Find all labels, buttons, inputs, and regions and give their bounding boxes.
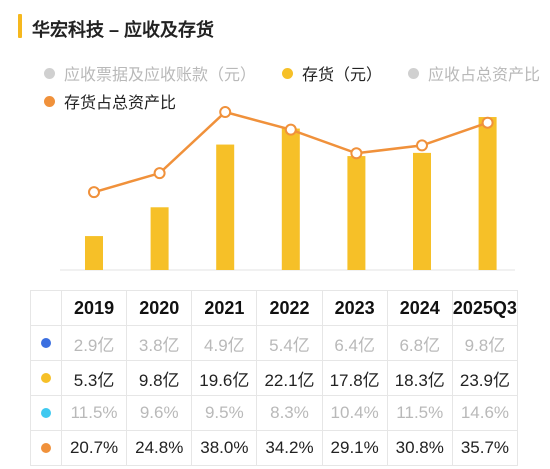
table-year-header: 2021 [191,290,258,326]
inventory-bar-2022[interactable] [281,128,300,270]
table-cell: 3.8亿 [126,325,193,361]
table-cell: 9.8亿 [126,360,193,396]
table-row-key [30,325,62,361]
table-cell: 23.9亿 [451,360,519,396]
inventory-ratio-point-2025Q3[interactable] [481,116,494,129]
table-cell: 34.2% [256,430,323,466]
table-cell: 18.3亿 [386,360,453,396]
legend-label-inventory[interactable]: 存货（元） [302,67,383,84]
table-cell: 9.5% [191,395,258,431]
table-cell: 10.4% [321,395,388,431]
inventory-bar-2024[interactable] [413,152,431,270]
inventory-ratio-point-2019[interactable] [88,186,100,199]
table-row: 11.5% 9.6% 9.5% 8.3% 10.4% 11.5% 14.6% [30,395,519,431]
table-cell: 9.6% [126,395,193,431]
data-table: 2019 2020 2021 2022 2023 2024 2025Q3 2.9亿 3.8亿 4.… [30,290,519,466]
legend-label-inventory-ratio[interactable]: 存货占总资产比 [64,95,177,112]
legend-dot-receivables [44,67,55,79]
table-cell: 5.3亿 [60,360,128,396]
table-cell: 38.0% [191,430,258,466]
series-color-dot [41,443,51,453]
inventory-bar-2019[interactable] [85,236,103,270]
table-cell: 6.8亿 [386,325,453,361]
legend-dot-receivables-ratio [408,67,420,79]
table-cell: 29.1% [321,430,388,466]
title-accent-bar [18,14,22,38]
table-row-key [30,395,62,431]
table-year-header: 2022 [256,290,323,326]
table-cell: 30.8% [386,430,453,466]
chart-title: 华宏科技 – 应收及存货 [32,20,215,40]
legend-label-receivables-ratio[interactable]: 应收占总资产比 [428,67,541,84]
table-cell: 8.3% [256,395,323,431]
table-year-header: 2025Q3 [451,290,519,326]
inventory-bar-2025Q3[interactable] [478,117,497,270]
inventory-ratio-points [88,106,494,199]
legend-dot-inventory [282,67,294,79]
inventory-ratio-point-2024[interactable] [416,139,428,152]
table-corner-cell [30,290,62,326]
inventory-ratio-point-2022[interactable] [284,123,297,136]
table-year-header: 2023 [321,290,388,326]
table-year-header: 2024 [386,290,453,326]
chart-plot-area [60,106,515,271]
table-header-row: 2019 2020 2021 2022 2023 2024 2025Q3 [30,290,519,326]
table-cell: 9.8亿 [451,325,519,361]
table-cell: 19.6亿 [191,360,258,396]
legend-row-2: 存货占总资产比 [44,89,202,113]
table-cell: 22.1亿 [256,360,323,396]
inventory-ratio-point-2021[interactable] [219,106,232,119]
series-color-dot [41,373,51,383]
table-cell: 35.7% [451,430,519,466]
table-year-header: 2019 [60,290,128,326]
table-row-key [30,430,62,466]
table-cell: 2.9亿 [60,325,128,361]
table-cell: 4.9亿 [191,325,258,361]
inventory-bar-2021[interactable] [216,144,235,270]
table-cell: 11.5% [60,395,128,431]
table-cell: 6.4亿 [321,325,388,361]
table-cell: 24.8% [126,430,193,466]
table-cell: 20.7% [60,430,128,466]
legend-label-receivables[interactable]: 应收票据及应收账款（元） [64,67,257,84]
table-cell: 5.4亿 [256,325,323,361]
table-year-header: 2020 [126,290,193,326]
table-row: 20.7% 24.8% 38.0% 34.2% 29.1% 30.8% 35.7% [30,430,519,466]
series-color-dot [41,338,51,348]
table-row: 2.9亿 3.8亿 4.9亿 5.4亿 6.4亿 6.8亿 9.8亿 [30,325,519,361]
inventory-ratio-point-2023[interactable] [350,147,363,160]
series-color-dot [41,408,51,418]
inventory-bar-2020[interactable] [150,207,169,270]
inventory-ratio-point-2020[interactable] [153,167,166,180]
table-row: 5.3亿 9.8亿 19.6亿 22.1亿 17.8亿 18.3亿 23.9亿 [30,360,519,396]
inventory-bar-2023[interactable] [347,156,366,270]
table-cell: 14.6% [451,395,519,431]
inventory-bars [85,117,497,270]
legend-dot-inventory-ratio [44,95,55,107]
table-row-key [30,360,62,396]
table-cell: 17.8亿 [321,360,388,396]
table-cell: 11.5% [386,395,453,431]
legend-row-1: 应收票据及应收账款（元） 存货（元） 应收占总资产比 [44,61,550,85]
